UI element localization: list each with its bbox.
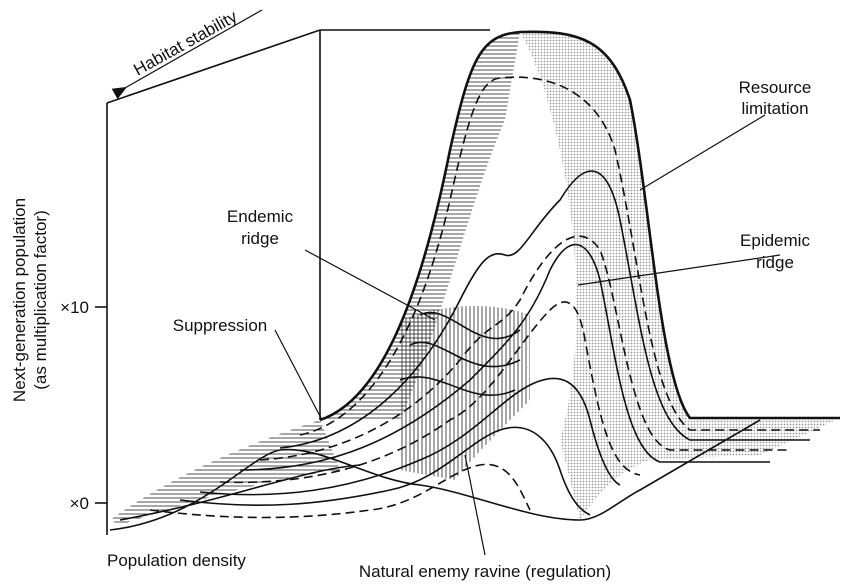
diagram: Habitat stability ×10 ×0 Population dens… bbox=[0, 0, 851, 588]
annotation: Suppression bbox=[173, 316, 268, 335]
depth-label: Habitat stability bbox=[130, 7, 240, 80]
surface bbox=[110, 32, 840, 530]
y-label: (as multiplication factor) bbox=[31, 210, 50, 390]
annotation: ridge bbox=[241, 229, 279, 248]
y-tick-label: ×0 bbox=[70, 494, 89, 513]
annotation: limitation bbox=[741, 99, 808, 118]
annotation: ridge bbox=[756, 253, 794, 272]
annotation: Endemic bbox=[227, 207, 294, 226]
annotation: Natural enemy ravine (regulation) bbox=[359, 562, 611, 581]
annotation: Epidemic bbox=[740, 231, 810, 250]
x-label: Population density bbox=[107, 551, 246, 570]
y-tick-label: ×10 bbox=[60, 298, 89, 317]
annotation: Resource bbox=[739, 78, 812, 97]
y-label: Next-generation population bbox=[10, 198, 29, 402]
